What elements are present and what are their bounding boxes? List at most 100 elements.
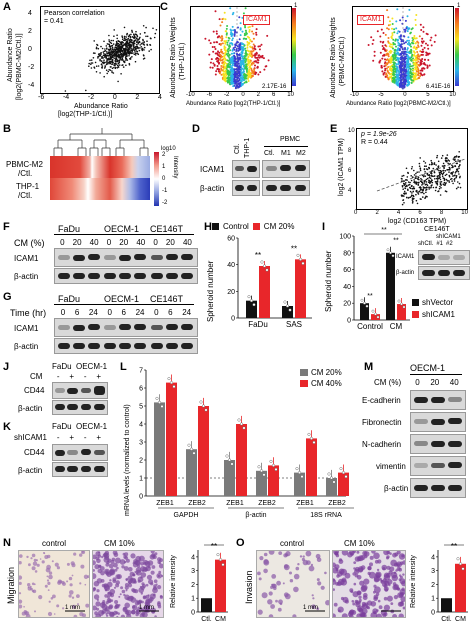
g-time: 6: [168, 308, 173, 317]
scatter-point: [137, 42, 139, 45]
data-point: [344, 475, 348, 479]
cell-blob: [145, 583, 149, 587]
panel-d-lane-thp1: THP-1: [244, 137, 251, 158]
volcano-point: [390, 56, 393, 59]
scatter-point: [410, 175, 412, 177]
data-point: [327, 472, 331, 476]
scatter-point: [400, 177, 403, 180]
volcano-point: [428, 52, 431, 55]
volcano-point: [383, 54, 386, 57]
volcano-point: [208, 39, 211, 42]
scatter-point: [116, 37, 118, 40]
scatter-point: [423, 165, 426, 167]
data-point: [155, 396, 159, 400]
scatter-point: [108, 52, 110, 54]
cell-blob: [306, 560, 311, 565]
f-conc: 0: [60, 238, 65, 247]
cell-blob: [393, 562, 399, 567]
scatter-point: [438, 171, 441, 174]
volcano-point: [401, 55, 403, 58]
scatter-point: [134, 54, 137, 56]
panel-f-blot-actin: [54, 268, 198, 284]
volcano-point: [419, 75, 422, 77]
scatter-point: [441, 175, 444, 178]
scatter-point: [430, 187, 432, 189]
scatter-point: [140, 43, 143, 45]
volcano-point: [232, 71, 235, 74]
volcano-point: [388, 20, 391, 23]
scatter-point: [401, 195, 403, 198]
volcano-point: [386, 69, 389, 72]
volcano-point: [394, 55, 397, 58]
panel-g-times: 0 6 24 0 6 24 0 6 24: [56, 308, 196, 317]
j-sign: -: [83, 372, 87, 381]
cell-blob: [273, 586, 277, 591]
volcano-point: [380, 64, 383, 67]
volcano-point: [433, 40, 436, 43]
scatter-point: [121, 36, 124, 39]
cell-blob: [114, 557, 121, 564]
c-xtick: 10: [287, 92, 294, 98]
panel-c-right-plot: ICAM1: [352, 6, 454, 92]
volcano-point: [221, 58, 224, 61]
scatter-point: [107, 48, 110, 51]
cell-blob: [137, 606, 143, 612]
volcano-point: [410, 81, 413, 84]
gene-label: ZEB2: [258, 500, 276, 507]
volcano-point: [421, 41, 424, 44]
volcano-point: [367, 44, 370, 46]
volcano-point: [249, 45, 252, 48]
panel-label-j: J: [3, 361, 10, 373]
panel-h-legend: Control CM 20%: [212, 222, 294, 231]
panel-d-blot-icam1-b: [262, 160, 310, 178]
cell-blob: [333, 613, 336, 617]
cell-blob: [316, 607, 320, 611]
scatter-point: [103, 59, 105, 61]
volcano-point: [252, 43, 255, 46]
panel-g-blot-actin: [54, 338, 198, 354]
volcano-point: [400, 38, 403, 41]
volcano-point: [412, 75, 415, 78]
cell-blob: [94, 611, 98, 616]
cell-blob: [79, 553, 83, 557]
cell-blob: [158, 570, 162, 574]
cell-blob: [268, 591, 273, 596]
scatter-point: [100, 52, 102, 55]
cell-blob: [44, 584, 48, 588]
volcano-point: [216, 60, 219, 63]
category-label: CM: [455, 616, 466, 623]
volcano-point: [371, 42, 374, 45]
scatter-point: [133, 49, 136, 51]
scatter-point: [433, 175, 436, 177]
scatter-point: [119, 52, 122, 54]
scatter-point: [136, 45, 138, 48]
scatter-point: [109, 62, 111, 65]
scatter-point: [111, 51, 114, 54]
volcano-point: [249, 64, 252, 67]
volcano-point: [429, 39, 432, 42]
volcano-point: [243, 57, 246, 60]
scatter-point: [114, 53, 117, 56]
volcano-point: [227, 39, 230, 42]
scatter-point: [458, 151, 460, 153]
j-sign: +: [96, 372, 102, 381]
volcano-point: [239, 66, 242, 69]
panel-c-right-pmin: 6.41E-16: [426, 84, 451, 90]
volcano-point: [219, 43, 222, 46]
scatter-point: [155, 29, 158, 31]
legend-swatch-control: [212, 223, 219, 230]
scatter-point: [434, 189, 437, 192]
scatter-point: [106, 52, 109, 55]
scatter-point: [126, 54, 128, 56]
cell-blob: [47, 611, 53, 617]
cell-blob: [159, 595, 163, 599]
scatter-point: [125, 39, 128, 41]
y-tick-label: 80: [343, 250, 351, 257]
scatter-point: [113, 62, 116, 65]
data-point: [283, 300, 287, 304]
volcano-point: [396, 67, 399, 70]
volcano-point: [252, 32, 255, 35]
scatter-point: [459, 175, 461, 178]
scatter-point: [133, 35, 136, 37]
scatter-point: [408, 183, 411, 186]
